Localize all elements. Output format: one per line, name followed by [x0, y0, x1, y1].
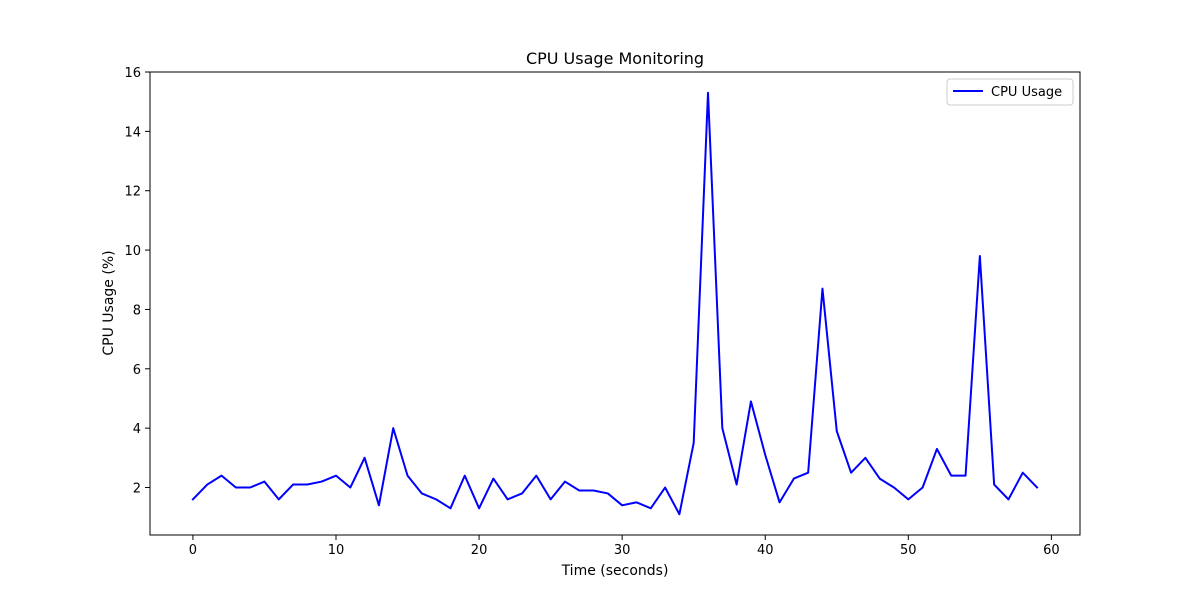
legend-label-cpu-usage: CPU Usage	[991, 85, 1062, 100]
y-tick-label: 16	[124, 66, 141, 81]
y-tick-label: 14	[124, 125, 141, 140]
plot-area	[150, 72, 1080, 535]
x-tick-label: 60	[1043, 543, 1060, 558]
x-axis-ticks: 0 10 20 30 40 50 60	[189, 535, 1060, 558]
x-tick-label: 50	[900, 543, 917, 558]
x-tick-label: 20	[471, 543, 488, 558]
chart-title: CPU Usage Monitoring	[526, 49, 704, 68]
y-tick-label: 8	[133, 303, 141, 318]
y-tick-label: 12	[124, 185, 141, 200]
x-tick-label: 10	[328, 543, 345, 558]
y-tick-label: 10	[124, 244, 141, 259]
legend: CPU Usage	[946, 78, 1074, 106]
y-tick-label: 6	[133, 363, 141, 378]
legend-box	[946, 78, 1074, 106]
x-tick-label: 30	[614, 543, 631, 558]
plot-frame	[149, 71, 1081, 536]
y-axis-ticks: 2 4 6 8 10 12 14 16	[124, 66, 150, 497]
x-axis-label: Time (seconds)	[561, 563, 669, 579]
y-tick-label: 2	[133, 482, 141, 497]
y-axis-label: CPU Usage (%)	[101, 250, 117, 355]
y-tick-label: 4	[133, 422, 141, 437]
x-tick-label: 40	[757, 543, 774, 558]
series-line-cpu-usage	[191, 91, 1039, 516]
series-layer	[191, 91, 1039, 516]
x-tick-label: 0	[189, 543, 197, 558]
